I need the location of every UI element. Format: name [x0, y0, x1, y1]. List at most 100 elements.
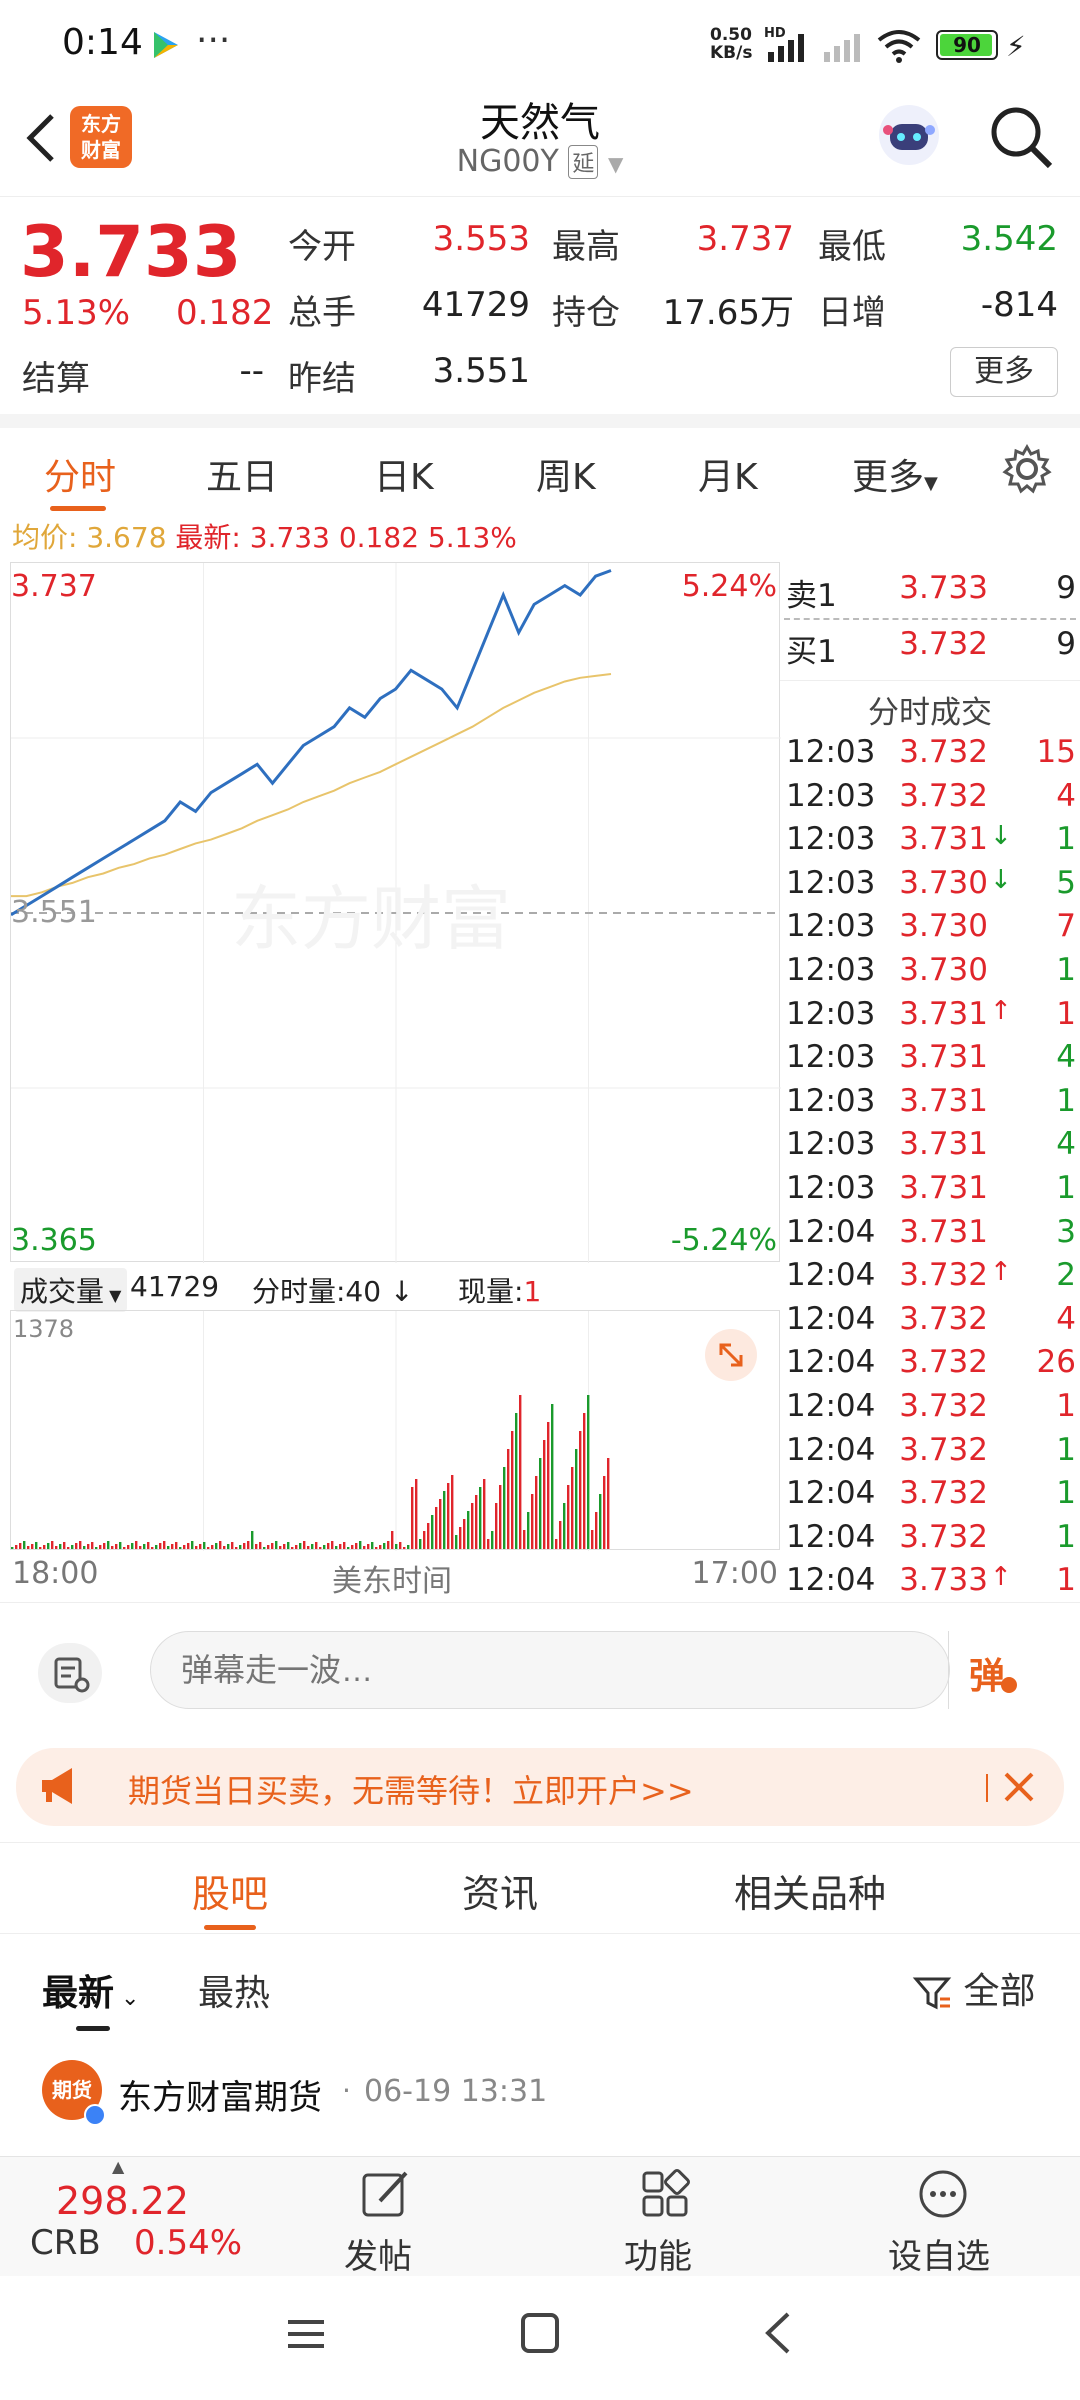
- volume-bar: [223, 1546, 226, 1549]
- search-icon[interactable]: [988, 104, 1054, 174]
- back-icon[interactable]: [20, 110, 60, 170]
- volume-bar: [299, 1543, 302, 1549]
- volume-bar: [479, 1487, 482, 1549]
- volume-bar: [551, 1404, 554, 1549]
- trade-panel[interactable]: 卖1 3.733 9 买1 3.732 9 分时成交 12:03 3.732 15 1…: [780, 562, 1080, 1602]
- volume-bar: [407, 1545, 410, 1549]
- volume-bar: [211, 1545, 214, 1549]
- trade-price: 3.731: [899, 1082, 988, 1119]
- volume-bar: [327, 1543, 330, 1549]
- volume-bar: [539, 1458, 542, 1549]
- volume-bar: [559, 1521, 562, 1549]
- high-label: 最高: [552, 227, 620, 267]
- home-icon[interactable]: [520, 2312, 560, 2358]
- account-open-banner[interactable]: 期货当日买卖，无需等待！立即开户>>: [16, 1748, 1064, 1826]
- volume-bar: [419, 1539, 422, 1549]
- volume-bar: [447, 1483, 450, 1549]
- logo-line2: 财富: [81, 138, 121, 162]
- grid-icon: [642, 2169, 690, 2217]
- tab-more[interactable]: 更多▼: [852, 448, 938, 500]
- x-axis: 18:00 美东时间 17:00: [10, 1556, 780, 1599]
- more-quote-button[interactable]: 更多: [950, 347, 1058, 397]
- volume-bar: [71, 1545, 74, 1549]
- avg-price-line: [11, 673, 612, 898]
- volume-bar: [247, 1541, 250, 1549]
- volume-bar: [307, 1546, 310, 1549]
- high-value: 3.737: [696, 219, 794, 259]
- close-icon[interactable]: [1000, 1768, 1038, 1810]
- crb-index-value[interactable]: 298.22: [56, 2179, 189, 2223]
- volume-bar: [459, 1527, 462, 1549]
- volume-chart[interactable]: 1378: [10, 1310, 780, 1551]
- volume-bar: [219, 1541, 222, 1549]
- open-label: 今开: [288, 227, 356, 267]
- volume-bar: [231, 1542, 234, 1549]
- post-button-label: 发帖: [344, 2237, 412, 2277]
- danmu-input[interactable]: [150, 1631, 950, 1709]
- settle-value: --: [239, 351, 264, 391]
- y-axis-mid-label: 3.551: [11, 895, 97, 930]
- post-button[interactable]: 发帖: [340, 2167, 440, 2277]
- trade-time: 12:03: [786, 734, 876, 770]
- x-axis-left-label: 18:00: [12, 1556, 99, 1591]
- volume-bar: [467, 1511, 470, 1549]
- sort-latest[interactable]: 最新 ⌄: [42, 1964, 139, 2016]
- latest-value: 3.733: [249, 521, 330, 554]
- trade-volume: 3: [1056, 1213, 1076, 1250]
- volume-bar: [603, 1476, 606, 1549]
- menu-icon[interactable]: [286, 2314, 326, 2358]
- crb-index-name[interactable]: CRB: [30, 2223, 101, 2263]
- volume-bar: [591, 1530, 594, 1549]
- expand-icon[interactable]: [705, 1329, 757, 1381]
- trade-row: 12:04 3.732 1: [780, 1388, 1080, 1432]
- functions-button[interactable]: 功能: [620, 2167, 720, 2277]
- net-speed: 0.50 KB/s: [710, 26, 752, 62]
- trade-row: 12:03 3.730 1: [780, 952, 1080, 996]
- gear-icon[interactable]: [1002, 443, 1052, 498]
- contract-code-row[interactable]: NG00Y 延 ▼: [0, 144, 1080, 179]
- add-watchlist-button[interactable]: 设自选: [884, 2167, 1004, 2277]
- trade-time: 12:03: [786, 1039, 876, 1076]
- tab-five-day[interactable]: 五日: [206, 457, 279, 498]
- intraday-chart[interactable]: 东方财富 3.737 5.24% 3.551 3.365 -5.24%: [10, 562, 781, 1263]
- trades-title: 分时成交: [780, 680, 1080, 732]
- danmu-settings-icon[interactable]: [38, 1643, 102, 1703]
- volume-selector[interactable]: 成交量 ▼: [14, 1268, 128, 1312]
- tab-weekly-k[interactable]: 周K: [536, 457, 596, 498]
- volume-bar: [143, 1544, 146, 1549]
- volume-bar: [127, 1545, 130, 1549]
- tab-intraday[interactable]: 分时: [44, 457, 117, 498]
- post-separator: ·: [342, 2074, 351, 2107]
- volume-bar: [343, 1542, 346, 1549]
- sort-hot[interactable]: 最热: [198, 1973, 271, 2014]
- volume-bar: [151, 1547, 154, 1549]
- volume-bar: [55, 1546, 58, 1549]
- settle-label: 结算: [22, 359, 90, 399]
- volume-bar: [167, 1546, 170, 1549]
- volume-bar: [91, 1542, 94, 1549]
- app-logo[interactable]: 东方 财富: [70, 106, 132, 168]
- volume-bar: [435, 1507, 438, 1549]
- volume-bar: [323, 1545, 326, 1549]
- post-item[interactable]: 期货 东方财富期货 · 06-19 13:31: [0, 2044, 1080, 2156]
- tab-monthly-k[interactable]: 月K: [698, 457, 758, 498]
- post-author[interactable]: 东方财富期货: [118, 2078, 322, 2118]
- trade-price: 3.731: [899, 1126, 988, 1163]
- filter-all[interactable]: 全部: [912, 1962, 1035, 2014]
- robot-assistant-icon[interactable]: [874, 100, 944, 174]
- trade-volume: 1: [1056, 1431, 1076, 1468]
- trade-volume: 1: [1056, 1475, 1076, 1512]
- nav-back-icon[interactable]: [762, 2310, 794, 2360]
- trade-time: 12:03: [786, 777, 876, 814]
- crb-index-pct[interactable]: 0.54%: [134, 2223, 243, 2263]
- tab-news[interactable]: 资讯: [462, 1872, 539, 1916]
- volume-bar: [575, 1449, 578, 1549]
- volume-bar: [263, 1547, 266, 1549]
- tab-daily-k[interactable]: 日K: [374, 457, 434, 498]
- volume-bar: [175, 1542, 178, 1549]
- wifi-icon: [876, 28, 922, 68]
- tab-related[interactable]: 相关品种: [734, 1872, 887, 1916]
- tab-forum[interactable]: 股吧: [192, 1872, 269, 1916]
- danmu-send-button[interactable]: 弹: [948, 1631, 1040, 1709]
- volume-bar: [383, 1543, 386, 1549]
